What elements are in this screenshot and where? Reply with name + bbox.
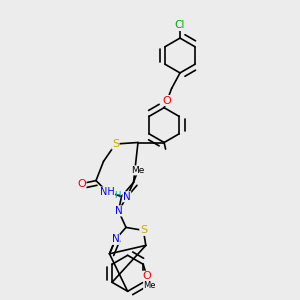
Text: Me: Me xyxy=(131,166,145,175)
Text: O: O xyxy=(77,178,86,189)
Text: N: N xyxy=(112,234,119,244)
Text: Cl: Cl xyxy=(175,20,185,31)
Text: O: O xyxy=(163,95,172,106)
Text: H: H xyxy=(114,191,120,200)
Text: N: N xyxy=(115,206,122,216)
Text: O: O xyxy=(142,271,151,281)
Text: Me: Me xyxy=(144,281,156,290)
Text: S: S xyxy=(112,139,119,149)
Text: NH: NH xyxy=(100,187,115,197)
Text: N: N xyxy=(123,192,131,202)
Text: S: S xyxy=(140,225,147,236)
